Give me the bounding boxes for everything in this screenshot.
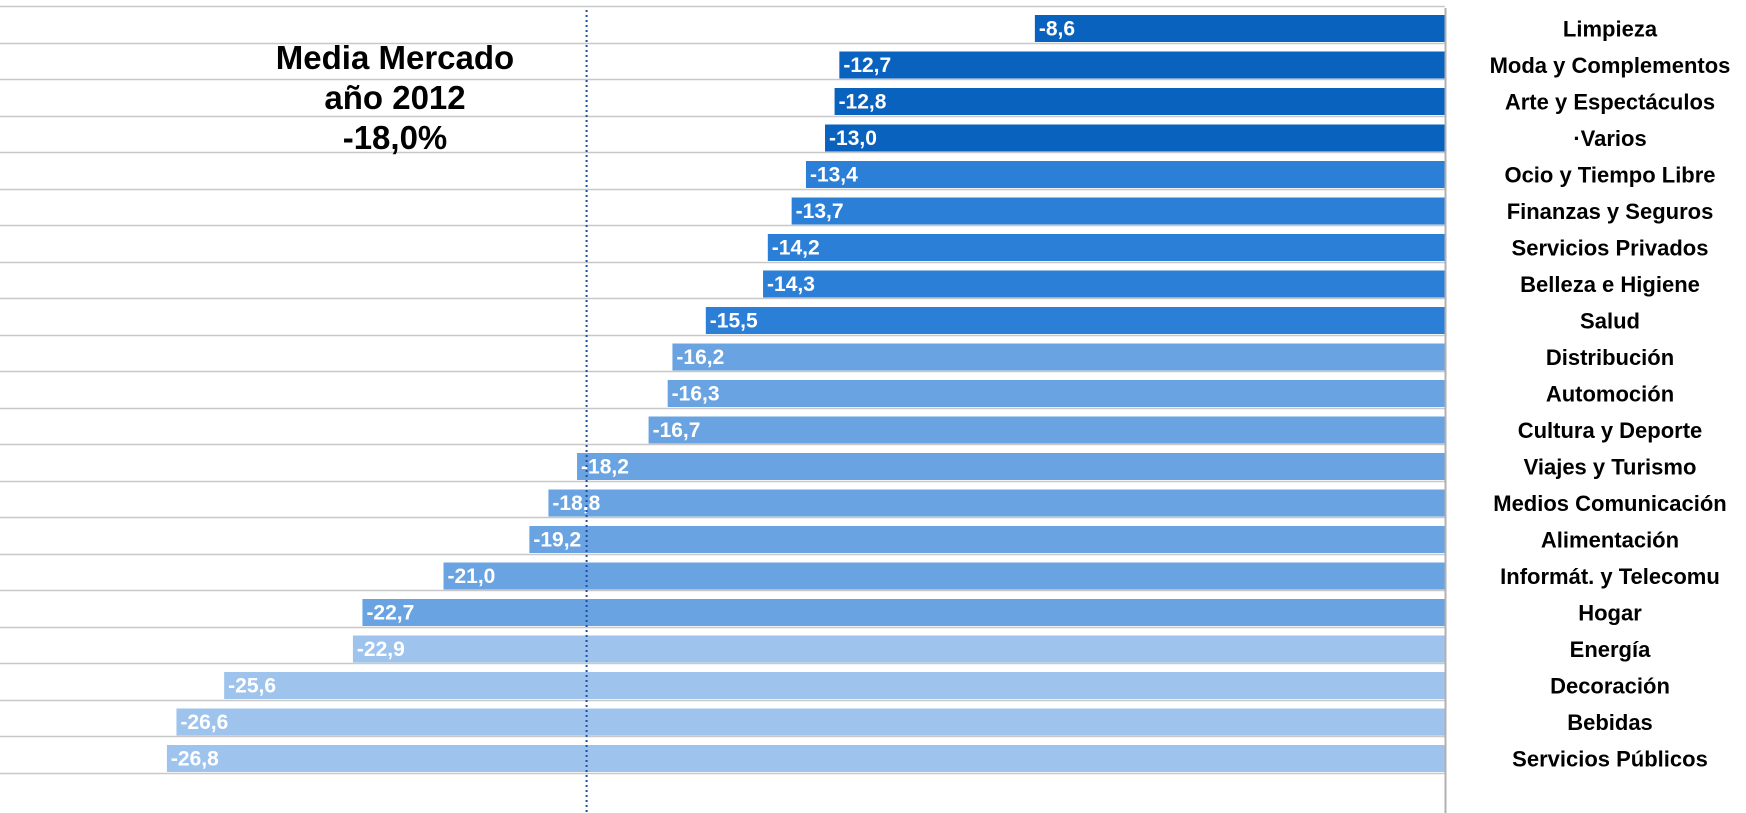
bar-value-label: -16,3 [672, 383, 720, 406]
bar [548, 489, 1445, 517]
bar-value-label: -14,3 [767, 273, 815, 296]
category-label: Automoción [1546, 382, 1674, 407]
category-label: Ocio y Tiempo Libre [1504, 163, 1715, 188]
bar [224, 672, 1446, 699]
bar-value-label: -13,4 [810, 164, 858, 187]
category-label: Arte y Espectáculos [1505, 90, 1715, 115]
annotation-line-2: año 2012 [324, 79, 466, 116]
annotation-line-1: Media Mercado [275, 39, 515, 76]
bar [577, 453, 1445, 480]
bar-value-label: -18,2 [581, 456, 629, 479]
bar-value-label: -16,2 [676, 346, 724, 369]
category-label: Energía [1570, 637, 1651, 662]
bar [839, 51, 1445, 79]
category-label: Viajes y Turismo [1524, 455, 1697, 480]
bar [529, 526, 1445, 553]
bar-value-label: -19,2 [533, 529, 581, 552]
bar-value-label: -16,7 [653, 419, 701, 442]
bar-value-label: -13,0 [829, 127, 877, 150]
category-label: Decoración [1550, 674, 1670, 699]
category-label: Salud [1580, 309, 1640, 334]
bar-value-label: -12,8 [839, 91, 887, 114]
bar [791, 197, 1445, 225]
bar [767, 234, 1445, 261]
category-label: Moda y Complementos [1490, 53, 1731, 78]
category-label: Informát. y Telecomu [1500, 564, 1720, 589]
bar-value-label: -26,6 [180, 711, 228, 734]
bar [672, 343, 1445, 371]
bar [705, 307, 1445, 334]
bar [362, 599, 1445, 626]
bar [805, 161, 1445, 188]
bar-value-label: -22,9 [357, 638, 405, 661]
bar-value-label: -15,5 [710, 310, 758, 333]
category-label: ·Varios [1573, 126, 1646, 151]
market-average-annotation: Media Mercado año 2012 -18,0% [250, 38, 540, 158]
bar-value-label: -21,0 [448, 565, 496, 588]
category-label: Servicios Públicos [1512, 747, 1708, 772]
category-label: Medios Comunicación [1493, 491, 1726, 516]
bar [443, 562, 1445, 590]
bar [834, 88, 1445, 115]
annotation-line-3: -18,0% [342, 119, 448, 156]
bar-value-label: -22,7 [366, 602, 414, 625]
bar [166, 745, 1445, 772]
category-label: Finanzas y Seguros [1507, 199, 1714, 224]
bar-value-label: -13,7 [796, 200, 844, 223]
category-label: Cultura y Deporte [1518, 418, 1703, 443]
bar [176, 708, 1445, 736]
bar [1034, 15, 1445, 42]
category-label: Hogar [1578, 601, 1642, 626]
bar [825, 124, 1445, 152]
category-label: Servicios Privados [1512, 236, 1709, 261]
bar [648, 416, 1445, 444]
bar [763, 270, 1445, 298]
bar [352, 635, 1445, 663]
category-label: Belleza e Higiene [1520, 272, 1700, 297]
category-label: Distribución [1546, 345, 1674, 370]
bar-value-label: -8,6 [1039, 18, 1075, 41]
category-label: Bebidas [1567, 710, 1653, 735]
category-label: Limpieza [1563, 17, 1658, 42]
bar-value-label: -18,8 [552, 492, 600, 515]
bar-value-label: -12,7 [843, 54, 891, 77]
bar-value-label: -14,2 [772, 237, 820, 260]
bar [667, 380, 1445, 407]
bar-value-label: -25,6 [228, 675, 276, 698]
category-label: Alimentación [1541, 528, 1679, 553]
bar-value-label: -26,8 [171, 748, 219, 771]
